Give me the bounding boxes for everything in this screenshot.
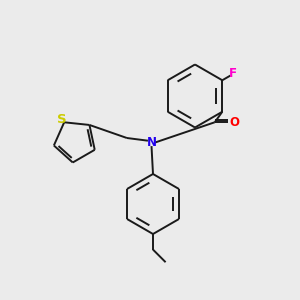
- Text: F: F: [229, 68, 237, 80]
- Text: O: O: [229, 116, 239, 129]
- Text: S: S: [57, 113, 67, 126]
- Text: N: N: [146, 136, 157, 149]
